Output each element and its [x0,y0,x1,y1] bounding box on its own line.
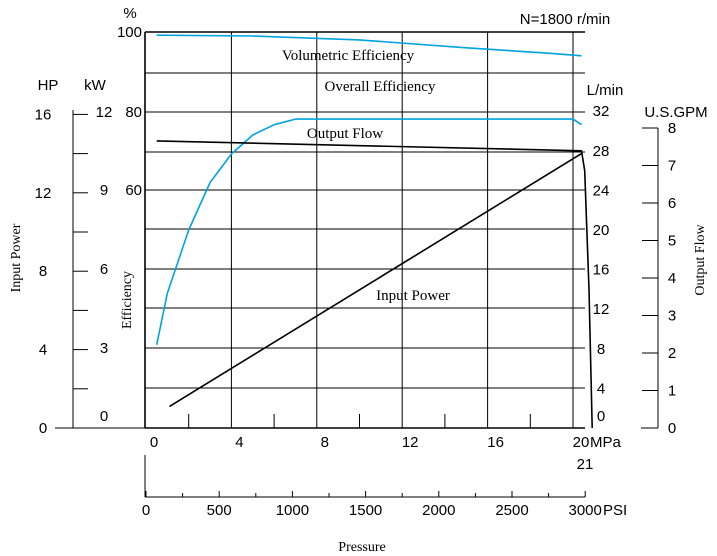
volumetric-efficiency-label: Volumetric Efficiency [282,48,415,64]
lpm-tick-label: 32 [593,103,610,120]
kw-tick-label: 6 [100,261,108,278]
psi-tick-label: 2500 [495,502,528,519]
grid [144,31,585,429]
gpm-unit-label: U.S.GPM [644,104,707,121]
hp-tick-label: 0 [39,420,47,437]
lpm-tick-label: 28 [593,143,610,160]
hp-unit-label: HP [38,77,59,94]
kw-unit-label: kW [84,77,107,94]
hp-tick-label: 16 [35,106,52,123]
kw-tick-label: 3 [100,340,108,357]
gpm-tick-label: 0 [668,420,676,437]
kw-tick-label: 9 [100,182,108,199]
lpm-tick-label: 24 [593,182,610,199]
speed-condition-label: N=1800 r/min [520,11,610,28]
kw-tick-label: 12 [96,104,113,121]
series [155,34,593,429]
efficiency-tick-label: 80 [125,104,142,121]
mpa-tick-label: 4 [235,434,243,451]
lpm-tick-label: 0 [597,408,605,425]
efficiency-tick-label: 100 [117,24,142,41]
psi-tick-label: 3000 [569,502,602,519]
mpa-tick-label: 16 [487,434,504,451]
hp-axis-title: Input Power [9,223,24,292]
gpm-tick-label: 1 [668,383,676,400]
gpm-tick-label: 4 [668,270,676,287]
kw-tick-label: 0 [100,408,108,425]
mpa-tick-label: 8 [321,434,329,451]
volumetric-efficiency-curve [156,34,582,57]
x-axis-title: Pressure [338,540,385,555]
lpm-unit-label: L/min [587,82,624,99]
output-flow-label: Output Flow [307,126,383,142]
psi-tick-label: 500 [207,502,232,519]
input-power-curve [169,152,582,408]
axes [55,110,659,498]
lpm-tick-label: 12 [593,301,610,318]
gpm-tick-label: 7 [668,158,676,175]
mpa-unit-label: MPa [590,434,622,451]
psi-tick-label: 1500 [349,502,382,519]
gpm-tick-label: 8 [668,120,676,137]
gpm-tick-label: 5 [668,233,676,250]
lpm-tick-label: 4 [597,380,605,397]
efficiency-unit-label: % [123,5,136,22]
mpa-tick-label: 12 [402,434,419,451]
psi-tick-label: 2000 [422,502,455,519]
psi-tick-label: 0 [142,502,150,519]
mpa-end-label: 21 [577,456,594,473]
efficiency-axis-title: Efficiency [120,271,135,329]
input-power-label: Input Power [376,288,450,304]
lpm-tick-label: 20 [593,222,610,239]
gpm-axis-title: Output Flow [693,224,708,296]
overall-efficiency-label: Overall Efficiency [325,79,436,95]
psi-tick-label: 1000 [276,502,309,519]
psi-unit-label: PSI [603,502,627,519]
mpa-tick-label: 0 [150,434,158,451]
hp-tick-label: 12 [35,185,52,202]
gpm-tick-label: 2 [668,345,676,362]
efficiency-tick-label: 60 [125,182,142,199]
lpm-tick-label: 16 [593,262,610,279]
gpm-tick-label: 6 [668,195,676,212]
overall-efficiency-curve [155,118,582,345]
lpm-tick-label: 8 [597,341,605,358]
hp-tick-label: 4 [39,342,47,359]
hp-tick-label: 8 [39,263,47,280]
gpm-tick-label: 3 [668,308,676,325]
output-flow-curve [156,140,593,429]
mpa-tick-label: 20 [573,434,590,451]
